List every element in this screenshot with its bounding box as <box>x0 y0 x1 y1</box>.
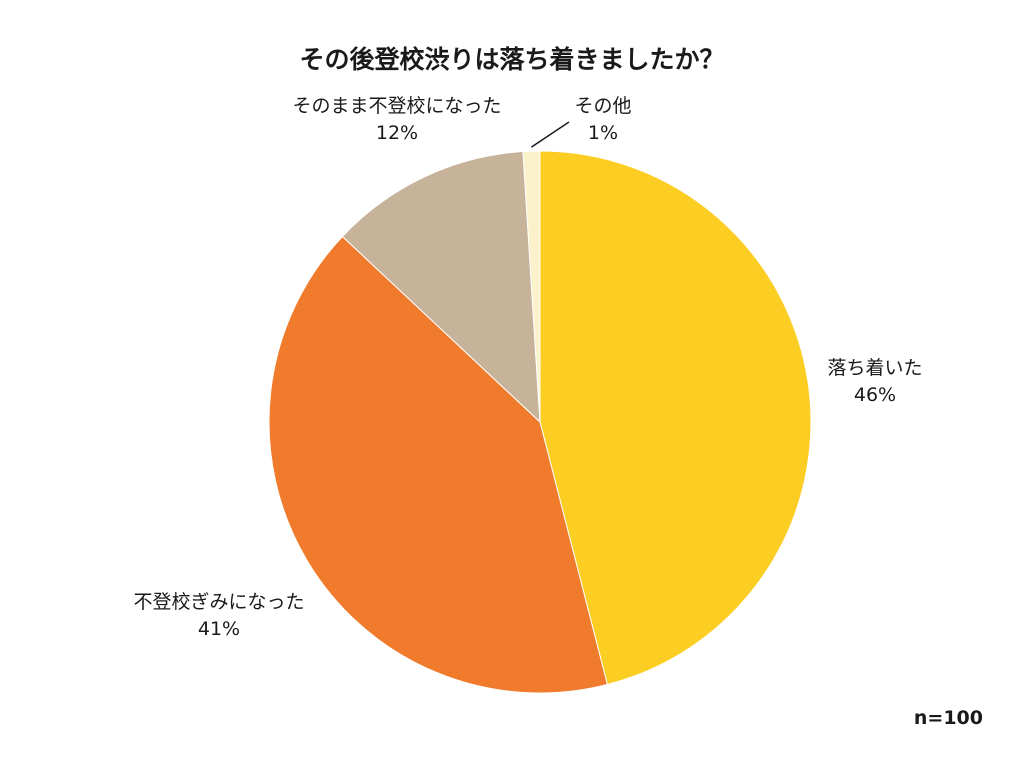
leader-lines <box>530 121 570 148</box>
pie-slice-3 <box>341 151 541 424</box>
pie-slice-2 <box>268 235 609 694</box>
sample-size-note: n=100 <box>914 707 983 729</box>
slice-label-1: 落ち着いた <box>827 357 922 379</box>
pie-slices <box>268 150 812 694</box>
slice-labels: 落ち着いた 46% 不登校ぎみになった 41% そのまま不登校になった 12% その他 1% <box>133 95 922 640</box>
slice-value-label-4: 1% <box>588 122 618 144</box>
slice-value-label-2: 41% <box>198 618 240 640</box>
slice-label-3: そのまま不登校になった <box>292 95 501 117</box>
leader-line-4 <box>530 121 570 148</box>
slice-value-label-3: 12% <box>376 122 418 144</box>
pie-slice-1 <box>539 150 812 686</box>
slice-label-2: 不登校ぎみになった <box>133 591 304 613</box>
pie-slice-4 <box>522 150 541 423</box>
chart-title: その後登校渋りは落ち着きましたか？ <box>299 45 724 74</box>
slice-value-label-1: 46% <box>854 384 896 406</box>
slice-label-4: その他 <box>574 95 631 117</box>
